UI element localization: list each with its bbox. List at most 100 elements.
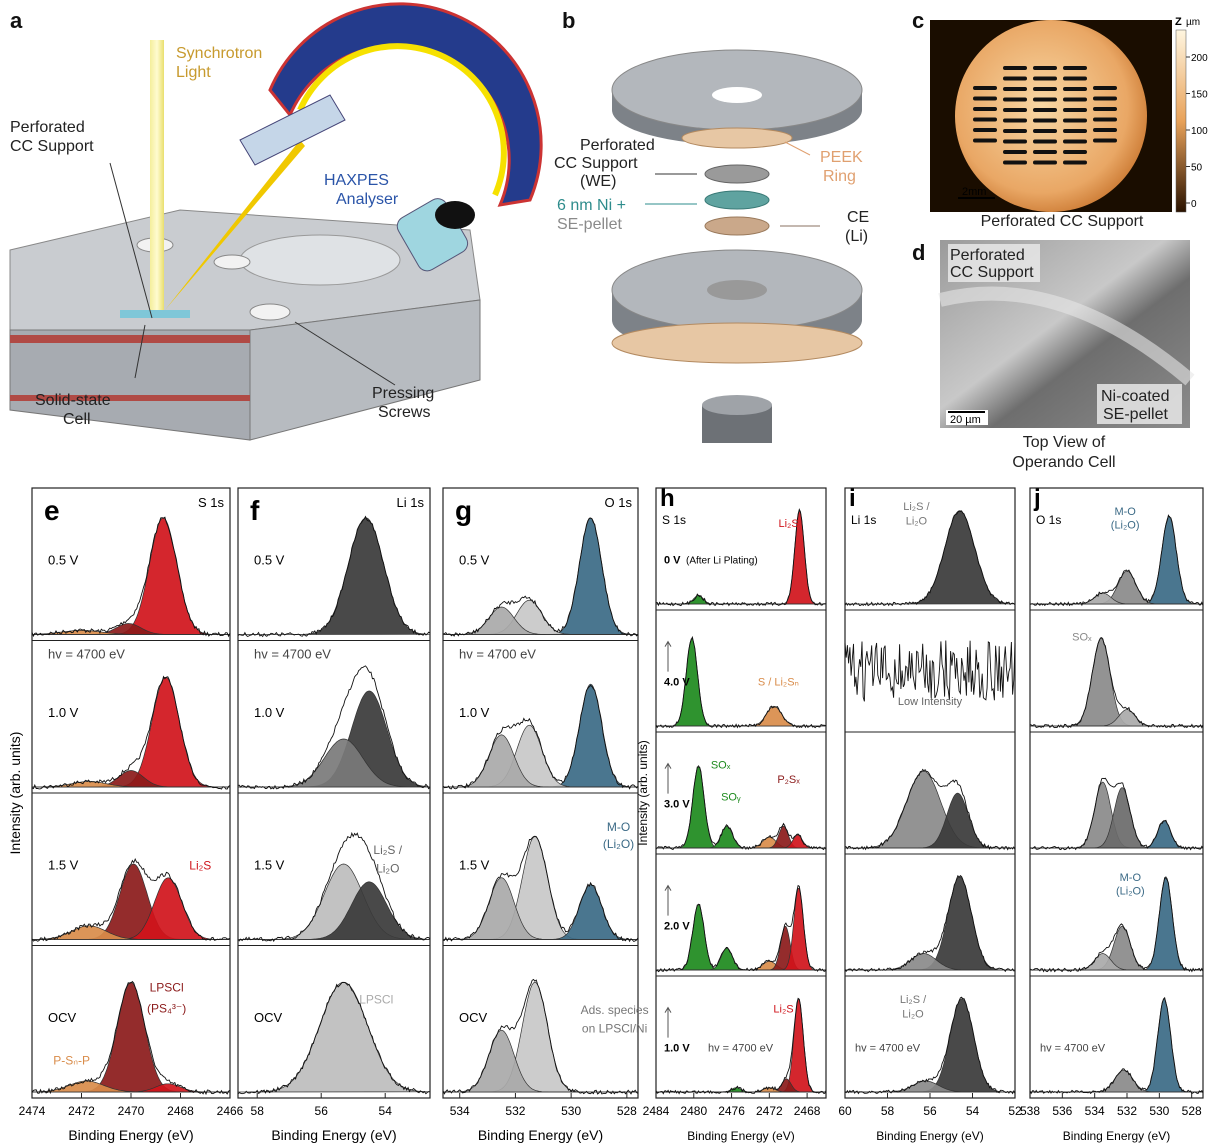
- pointer: [784, 141, 811, 156]
- up-arrow: [664, 640, 672, 672]
- spectrum-envelope: [844, 874, 1016, 973]
- x-tick-label: 58: [881, 1104, 895, 1118]
- label: Light: [176, 64, 211, 81]
- spectrum-envelope: [1030, 777, 1204, 851]
- spectrum-envelope: [655, 884, 827, 973]
- caption: Top View of: [1023, 434, 1106, 451]
- perforation: [1063, 108, 1087, 112]
- peak-component: [656, 1087, 826, 1093]
- label: CC Support: [950, 264, 1034, 281]
- colorbar-unit: µm: [1186, 17, 1200, 28]
- x-tick-label: 54: [379, 1104, 393, 1118]
- text-backdrop: [948, 244, 1040, 282]
- perforation: [1003, 97, 1027, 102]
- perforation: [1033, 76, 1057, 81]
- panel-letter: a: [10, 8, 23, 33]
- panel-letter: j: [1033, 485, 1041, 512]
- row-label: 1.0 V: [664, 1043, 690, 1055]
- perforation: [1093, 107, 1117, 111]
- screw: [213, 254, 251, 270]
- perforation: [1093, 96, 1117, 101]
- sem-edge: [938, 286, 1195, 386]
- panel-letter: f: [250, 495, 260, 526]
- spectrum-envelope: [655, 635, 827, 729]
- perforation: [1063, 139, 1087, 144]
- annotation: (Li₂O): [1116, 885, 1145, 897]
- annotation: (PS₄³⁻): [147, 1002, 186, 1016]
- spectrum-envelope: [31, 675, 231, 790]
- x-tick-label: 54: [966, 1104, 980, 1118]
- perforation: [1003, 87, 1027, 91]
- afm-wafer: [955, 20, 1147, 212]
- row-label: OCV: [254, 1010, 283, 1025]
- colorbar-axis: Z: [1175, 16, 1182, 28]
- spectrum-envelope: [844, 640, 1016, 702]
- perforation: [1033, 150, 1057, 154]
- annotation: Li₂S /: [373, 843, 402, 857]
- annotation: on LPSCl/Ni: [582, 1021, 647, 1035]
- panel-letter: b: [562, 8, 575, 33]
- spectrum-panel: iLi 1s 60 58 56 54 52 Binding Energy (eV) Li₂S …: [838, 485, 1022, 1143]
- annotation: Li₂O: [902, 1008, 924, 1020]
- perforation: [973, 96, 997, 101]
- spectrum-envelope: [237, 515, 431, 638]
- label: (WE): [580, 173, 616, 190]
- x-axis-label: Binding Energy (eV): [478, 1127, 603, 1143]
- colorbar-tick-label: 50: [1191, 163, 1203, 174]
- perforation: [1003, 160, 1027, 165]
- label: Screws: [378, 404, 430, 421]
- x-tick-label: 534: [1085, 1104, 1105, 1118]
- cell-recess: [239, 234, 401, 286]
- row-label: OCV: [48, 1010, 77, 1025]
- annotation: (Li₂O): [1111, 519, 1140, 531]
- label: Analyser: [336, 191, 399, 208]
- perforation: [1093, 138, 1117, 143]
- panel-letter: g: [455, 495, 472, 526]
- spectrum-envelope: [844, 996, 1016, 1095]
- x-tick-label: 530: [561, 1104, 581, 1118]
- pointer: [109, 162, 153, 319]
- perforation: [1003, 76, 1027, 81]
- x-axis-label: Binding Energy (eV): [68, 1127, 193, 1143]
- annotation: M-O: [1114, 506, 1136, 518]
- label: Perforated: [950, 247, 1025, 264]
- perforation: [1063, 87, 1087, 91]
- label: SE-pellet: [1103, 406, 1168, 423]
- label: (Li): [845, 228, 868, 245]
- x-tick-label: 2468: [167, 1104, 194, 1118]
- row-label: 1.0 V: [48, 705, 79, 720]
- x-tick-label: 58: [251, 1104, 265, 1118]
- perforation: [1063, 66, 1087, 70]
- x-tick-label: 52: [1008, 1104, 1022, 1118]
- photoelectron-beam: [165, 140, 305, 310]
- x-tick-label: 56: [923, 1104, 937, 1118]
- perforation: [1033, 118, 1057, 123]
- panel-letter: h: [660, 485, 675, 512]
- peak-component: [32, 981, 230, 1093]
- up-arrow: [664, 884, 672, 916]
- colorbar: [1175, 29, 1187, 213]
- annotation: P₂Sₓ: [777, 774, 800, 786]
- panel-letter: e: [44, 495, 60, 526]
- spectrum-envelope: [31, 857, 231, 942]
- core-level: O 1s: [605, 495, 633, 510]
- annotation: Li₂S: [779, 518, 799, 530]
- perforation: [1093, 128, 1117, 132]
- x-axis-label: Binding Energy (eV): [876, 1129, 983, 1143]
- panel-letter: c: [912, 8, 924, 33]
- perforation: [1033, 160, 1057, 165]
- spectrum-envelope: [237, 831, 431, 942]
- label: Ring: [823, 168, 856, 185]
- spectrum-panel: g O 1s 534 532 530 528 Binding Energy (eV) 0.5 …: [442, 487, 649, 1143]
- annotation: P-Sₙ-P: [53, 1053, 90, 1067]
- plate-hole: [712, 87, 762, 103]
- perforation: [1063, 76, 1087, 81]
- cell-layer: [10, 395, 250, 401]
- label: CC Support: [554, 155, 638, 172]
- perforation: [973, 86, 997, 90]
- colorbar-tick-label: 100: [1191, 126, 1208, 137]
- core-level: S 1s: [662, 513, 686, 527]
- panel-c: c Z µm 2mm Perforated CC Support 200 150 1…: [912, 8, 1208, 230]
